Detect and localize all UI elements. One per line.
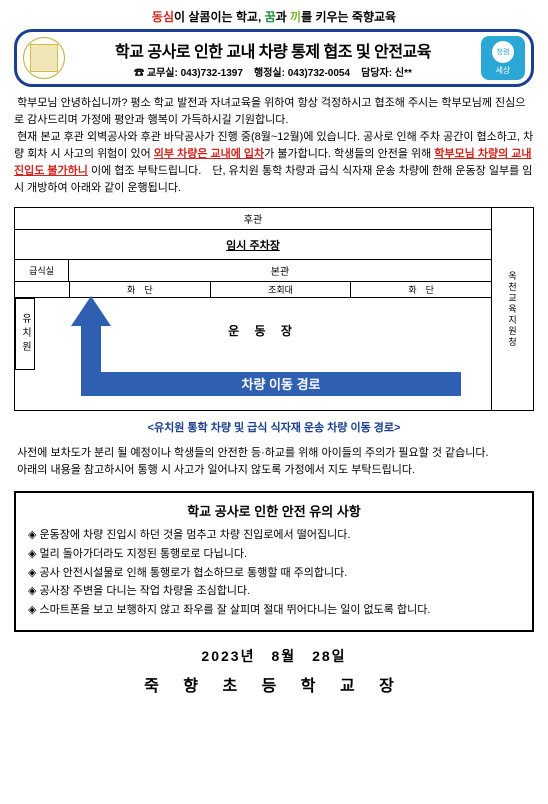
p2b: 가 불가합니다. 학생들의 안전을 위해 (264, 148, 434, 160)
notice-list: 운동장에 차량 진입시 하던 것을 멈추고 차량 진입로에서 떨어집니다. 멀리… (28, 526, 520, 619)
page-title: 학교 공사로 인한 교내 차량 통제 협조 및 안전교육 (71, 38, 475, 62)
notice-item: 스마트폰을 보고 보행하지 않고 좌우를 잘 살피며 절대 뛰어다니는 일이 없… (28, 601, 520, 620)
slogan-part: 꿈 (265, 10, 276, 24)
office-tel: 043)732-1397 (181, 68, 243, 79)
notice-item: 멀리 돌아가더라도 지정된 통행로로 다닙니다. (28, 545, 520, 564)
diagram-main-building: 본관 (69, 260, 491, 281)
route-arrow-icon: 차량 이동 경로 (51, 296, 471, 402)
diagram-row-buildings: 급식실 본관 (15, 260, 491, 282)
guidance-paragraph: 사전에 보차도가 분리 될 예정이나 학생들의 안전한 등·하교를 위해 아이들… (14, 445, 534, 479)
school-emblem-icon (23, 37, 65, 79)
route-diagram: 후관 임시 주차장 급식실 본관 화 단 조회대 화 단 옥천교육지원청 유치원… (14, 207, 534, 411)
diagram-imsi-parking: 임시 주차장 (15, 230, 491, 260)
para2-l2: 아래의 내용을 참고하시어 통행 시 사고가 일어나지 않도록 가정에서 지도 … (17, 464, 415, 476)
badge-bottom: 세상 (492, 65, 514, 76)
safety-notice-box: 학교 공사로 인한 안전 유의 사항 운동장에 차량 진입시 하던 것을 멈추고… (14, 491, 534, 631)
diagram-kindergarten: 유치원 (15, 298, 35, 370)
p2c: 이에 협조 부탁드립니다. 단, 유치원 통학 차량과 급식 식자재 운송 차량… (14, 165, 532, 194)
slogan-part: 끼 (290, 10, 301, 24)
diagram-podium: 조회대 (210, 282, 351, 297)
diagram-garden-left: 화 단 (69, 282, 210, 297)
notice-item: 운동장에 차량 진입시 하던 것을 멈추고 차량 진입로에서 떨어집니다. (28, 526, 520, 545)
notice-item: 공사 안전시설물로 인해 통행로가 협소하므로 통행할 때 주의합니다. (28, 564, 520, 583)
intro-paragraph: 학부모님 안녕하십니까? 평소 학교 발전과 자녀교육을 위하여 항상 걱정하시… (14, 95, 534, 197)
diagram-cafeteria: 급식실 (15, 260, 69, 281)
notice-title: 학교 공사로 인한 안전 유의 사항 (28, 501, 520, 520)
arrow-label: 차량 이동 경로 (242, 377, 321, 392)
header-box: 학교 공사로 인한 교내 차량 통제 협조 및 안전교육 ☎ 교무실: 043)… (14, 29, 534, 87)
diagram-playground: 운 동 장 차량 이동 경로 (35, 298, 491, 410)
slogan-part: 동심 (152, 10, 174, 24)
diagram-right-office: 옥천교육지원청 (491, 208, 533, 410)
p2-red1: 외부 차량은 교내에 입차 (154, 148, 264, 160)
admin-tel: 043)732-0054 (288, 68, 350, 79)
diagram-caption: <유치원 통학 차량 및 급식 식자재 운송 차량 이동 경로> (14, 419, 534, 435)
date-line: 2023년 8월 28일 (14, 646, 534, 666)
p1: 학부모님 안녕하십니까? 평소 학교 발전과 자녀교육을 위하여 항상 걱정하시… (14, 97, 525, 126)
person-name: 신** (395, 68, 412, 79)
brand-badge-icon: 청렴 세상 (481, 36, 525, 80)
admin-label: 행정실: (254, 68, 285, 79)
diagram-garden-right: 화 단 (350, 282, 491, 297)
para2-l1: 사전에 보차도가 분리 될 예정이나 학생들의 안전한 등·하교를 위해 아이들… (17, 447, 489, 459)
header-center: 학교 공사로 인한 교내 차량 통제 협조 및 안전교육 ☎ 교무실: 043)… (71, 38, 475, 79)
contact-row: ☎ 교무실: 043)732-1397 행정실: 043)732-0054 담당… (71, 64, 475, 79)
notice-item: 공사장 주변을 다니는 작업 차량을 조심합니다. (28, 582, 520, 601)
slogan-part: 를 키우는 죽향교육 (301, 10, 396, 24)
slogan: 동심이 살콤이는 학교, 꿈과 끼를 키우는 죽향교육 (14, 8, 534, 25)
slogan-part: 이 살콤이는 학교, (174, 10, 265, 24)
diagram-hugwan: 후관 (15, 208, 491, 230)
person-label: 담당자: (361, 68, 392, 79)
badge-top: 청렴 (492, 41, 514, 63)
slogan-part: 과 (276, 10, 290, 24)
signature-line: 죽 향 초 등 학 교 장 (14, 672, 534, 696)
office-label: ☎ 교무실: (134, 68, 178, 79)
